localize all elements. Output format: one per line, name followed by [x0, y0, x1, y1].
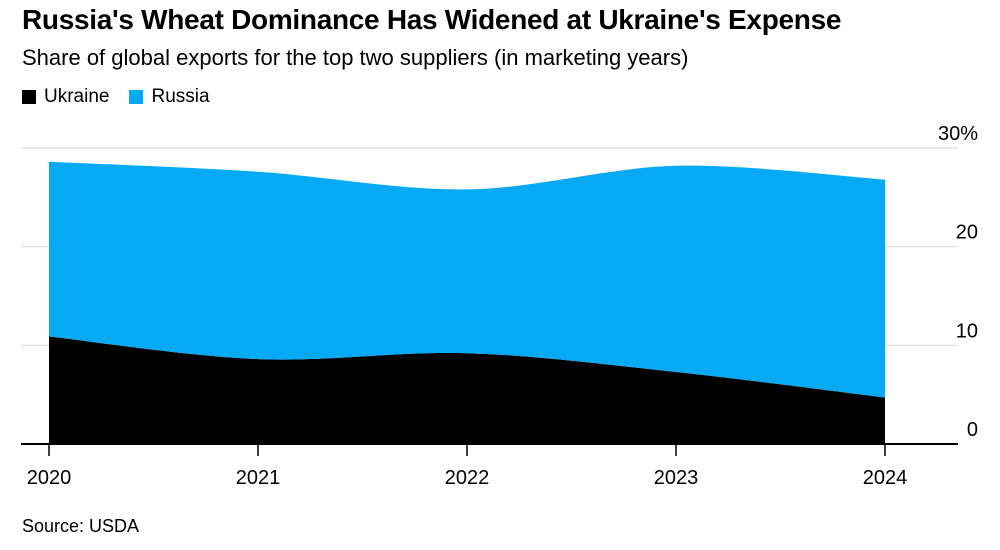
legend: Ukraine Russia — [22, 86, 210, 108]
x-axis-label: 2024 — [863, 467, 908, 489]
area-ukraine — [49, 336, 885, 444]
y-axis-label: 20 — [956, 222, 978, 244]
chart-title: Russia's Wheat Dominance Has Widened at … — [22, 4, 842, 35]
x-axis-label: 2021 — [236, 467, 281, 489]
area-russia — [49, 161, 885, 398]
legend-label: Ukraine — [44, 86, 110, 107]
x-axis-label: 2022 — [445, 467, 490, 489]
x-axis-label: 2023 — [654, 467, 699, 489]
legend-swatch-russia — [129, 90, 144, 104]
legend-label: Russia — [151, 86, 210, 107]
chart-subtitle: Share of global exports for the top two … — [22, 45, 689, 70]
x-axis-label: 2020 — [27, 467, 72, 489]
y-axis-label: 0 — [967, 419, 978, 441]
legend-item-ukraine[interactable]: Ukraine — [22, 86, 109, 108]
y-axis-label: 10 — [956, 320, 978, 342]
y-axis-label: 30% — [938, 123, 978, 145]
source-note: Source: USDA — [22, 516, 140, 536]
legend-item-russia[interactable]: Russia — [129, 86, 210, 108]
legend-swatch-ukraine — [22, 90, 36, 104]
